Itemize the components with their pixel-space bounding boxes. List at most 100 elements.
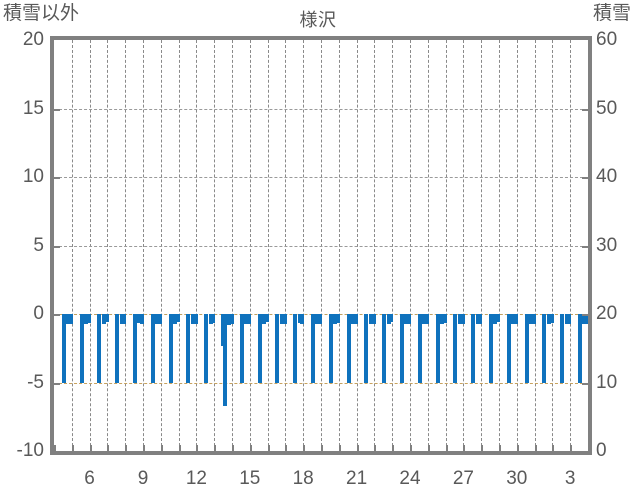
- bar: [493, 314, 498, 325]
- bar: [244, 314, 249, 324]
- left-y-tick-label: 10: [22, 166, 44, 187]
- x-tick-mark: [214, 445, 217, 451]
- bar: [546, 314, 551, 325]
- y-tick-mark: [54, 314, 60, 316]
- x-tick-label: 30: [506, 468, 528, 489]
- bar: [193, 314, 198, 324]
- x-tick-mark: [410, 445, 412, 451]
- bar: [424, 314, 429, 325]
- bar: [478, 314, 483, 325]
- bar: [524, 314, 529, 383]
- bar: [351, 314, 356, 324]
- bar: [104, 314, 109, 323]
- bar: [382, 314, 387, 383]
- bar: [297, 314, 302, 323]
- bar: [204, 314, 209, 383]
- x-tick-mark: [427, 445, 430, 451]
- y-tick-mark: [54, 245, 60, 248]
- x-tick-mark: [178, 445, 181, 451]
- x-tick-label: 18: [292, 468, 314, 489]
- bar: [389, 314, 394, 323]
- x-tick-mark: [445, 445, 448, 451]
- right-y-tick-mark: [582, 314, 588, 316]
- bar: [435, 314, 440, 383]
- bar: [488, 314, 493, 383]
- bar: [346, 314, 351, 383]
- x-tick-mark: [160, 445, 163, 451]
- bar: [97, 314, 102, 383]
- left-axis-caption: 積雪以外: [3, 3, 80, 24]
- bar: [399, 314, 404, 383]
- bar: [368, 314, 373, 324]
- bar: [318, 314, 323, 324]
- x-tick-mark: [107, 445, 110, 451]
- bar: [407, 314, 412, 324]
- right-y-tick-label: 30: [596, 234, 618, 256]
- right-y-tick-label: 20: [596, 303, 618, 324]
- right-y-tick-label: 60: [596, 29, 618, 50]
- bar: [61, 314, 66, 383]
- right-y-tick-mark: [582, 245, 588, 248]
- bar: [257, 314, 262, 383]
- bar: [564, 314, 569, 324]
- bar: [300, 314, 305, 325]
- bar: [364, 314, 369, 383]
- bar: [511, 314, 516, 324]
- bar: [68, 314, 73, 324]
- bar: [453, 314, 458, 383]
- bar: [585, 314, 588, 324]
- bar: [66, 314, 71, 325]
- bar: [404, 314, 409, 324]
- x-tick-label: 15: [239, 468, 261, 489]
- right-y-tick-mark: [582, 382, 588, 385]
- bar: [460, 314, 465, 324]
- bar: [190, 314, 195, 325]
- horizontal-gridline: [54, 382, 588, 384]
- bar: [335, 314, 340, 323]
- y-tick-mark: [54, 108, 60, 111]
- bar: [275, 314, 280, 383]
- bar: [506, 314, 511, 383]
- bar: [529, 314, 534, 324]
- bar: [471, 314, 476, 383]
- y-tick-mark: [54, 382, 60, 385]
- x-tick-mark: [267, 445, 270, 451]
- x-tick-mark: [54, 445, 56, 451]
- bar: [186, 314, 191, 383]
- bar: [239, 314, 244, 383]
- plot-inner: [54, 40, 588, 451]
- bar: [137, 314, 142, 323]
- right-y-tick-label: 10: [596, 371, 618, 393]
- bar: [542, 314, 547, 383]
- bar: [122, 314, 127, 324]
- x-tick-label: 6: [84, 468, 95, 489]
- x-tick-mark: [499, 445, 501, 451]
- bar: [119, 314, 124, 324]
- bar: [582, 314, 587, 324]
- bar: [457, 314, 462, 324]
- left-y-tick-label: 0: [33, 303, 44, 324]
- bar: [513, 314, 518, 324]
- bar: [279, 314, 284, 324]
- y-tick-mark: [54, 177, 60, 179]
- right-y-tick-mark: [582, 177, 588, 179]
- bar: [293, 314, 298, 383]
- bar: [132, 314, 137, 383]
- left-y-tick-label: -10: [16, 440, 44, 461]
- page-title: 様沢: [299, 10, 337, 30]
- x-tick-mark: [285, 445, 288, 451]
- horizontal-gridline: [54, 108, 588, 110]
- horizontal-gridline: [54, 177, 588, 178]
- x-tick-mark: [71, 445, 74, 451]
- bar: [496, 314, 501, 323]
- x-tick-label: 21: [346, 468, 368, 489]
- x-tick-label: 9: [137, 468, 149, 489]
- bar: [315, 314, 320, 324]
- bar: [84, 314, 89, 324]
- x-tick-mark: [321, 445, 323, 451]
- bar: [442, 314, 447, 323]
- x-tick-label: 27: [452, 468, 474, 489]
- bar: [208, 314, 213, 324]
- bar: [560, 314, 565, 383]
